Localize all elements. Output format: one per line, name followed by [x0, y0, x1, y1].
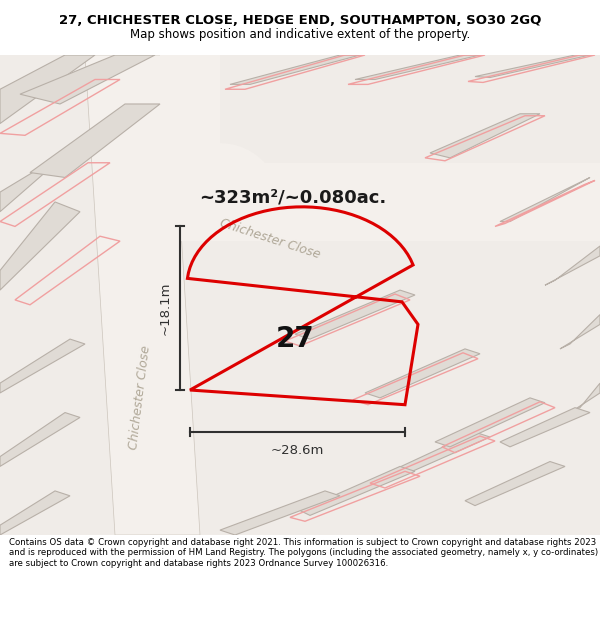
Polygon shape: [20, 55, 155, 104]
Text: 27, CHICHESTER CLOSE, HEDGE END, SOUTHAMPTON, SO30 2GQ: 27, CHICHESTER CLOSE, HEDGE END, SOUTHAM…: [59, 14, 541, 27]
Text: Chichester Close: Chichester Close: [127, 345, 153, 451]
Text: ~18.1m: ~18.1m: [159, 281, 172, 335]
Polygon shape: [570, 383, 600, 412]
Polygon shape: [0, 202, 80, 290]
Polygon shape: [300, 466, 415, 516]
Polygon shape: [230, 55, 360, 84]
Polygon shape: [0, 133, 90, 212]
Text: Chichester Close: Chichester Close: [218, 217, 322, 262]
Polygon shape: [220, 491, 340, 535]
Polygon shape: [380, 432, 490, 481]
Polygon shape: [365, 349, 480, 398]
Polygon shape: [295, 290, 415, 339]
Polygon shape: [475, 55, 590, 78]
Polygon shape: [545, 246, 600, 285]
Text: Contains OS data © Crown copyright and database right 2021. This information is : Contains OS data © Crown copyright and d…: [9, 538, 598, 568]
Polygon shape: [0, 55, 95, 124]
Text: ~323m²/~0.080ac.: ~323m²/~0.080ac.: [199, 188, 386, 206]
Polygon shape: [500, 408, 590, 447]
Text: 27: 27: [275, 325, 314, 353]
Text: Map shows position and indicative extent of the property.: Map shows position and indicative extent…: [130, 28, 470, 41]
Polygon shape: [30, 104, 160, 178]
Polygon shape: [160, 162, 600, 241]
Text: ~28.6m: ~28.6m: [271, 444, 324, 457]
Polygon shape: [560, 314, 600, 349]
Polygon shape: [85, 55, 200, 535]
Polygon shape: [0, 55, 600, 535]
Polygon shape: [465, 461, 565, 506]
Polygon shape: [0, 412, 80, 466]
Polygon shape: [500, 177, 590, 221]
Polygon shape: [0, 339, 85, 393]
Polygon shape: [430, 114, 540, 158]
Polygon shape: [435, 398, 545, 447]
Polygon shape: [355, 55, 480, 79]
Polygon shape: [0, 491, 70, 535]
Polygon shape: [160, 55, 280, 241]
